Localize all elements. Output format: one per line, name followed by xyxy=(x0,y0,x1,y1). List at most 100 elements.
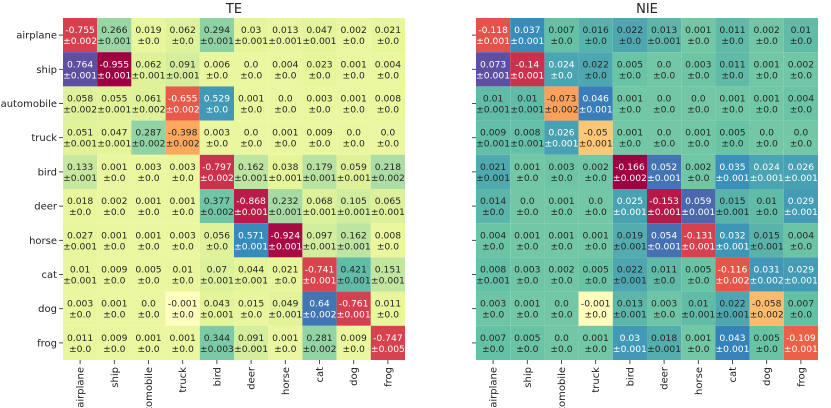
cell-error: ±0.001 xyxy=(681,310,715,321)
heatmap-cell xyxy=(336,325,371,360)
heatmap-cell xyxy=(476,223,511,258)
cell-value: 0.162 xyxy=(238,162,264,173)
cell-value: 0.151 xyxy=(375,265,401,276)
cell-error: ±0.001 xyxy=(371,276,405,287)
cell-value: 0.001 xyxy=(170,196,196,207)
cell-error: ±0.001 xyxy=(268,36,302,47)
cell-error: ±0.0 xyxy=(550,36,572,47)
cell-error: ±0.0 xyxy=(550,344,572,355)
cell-error: ±0.001 xyxy=(715,344,749,355)
heatmap-cell xyxy=(370,18,405,53)
cell-value: 0.571 xyxy=(238,230,264,241)
col-label: bird xyxy=(212,367,223,386)
col-label: deer xyxy=(247,366,258,390)
cell-value: 0.008 xyxy=(514,128,540,139)
cell-value: 0.009 xyxy=(101,333,127,344)
heatmap-cell xyxy=(302,189,337,224)
cell-error: ±0.002 xyxy=(544,105,578,116)
cell-error: ±0.0 xyxy=(274,139,296,150)
cell-error: ±0.002 xyxy=(166,139,200,150)
heatmap-cell xyxy=(165,86,200,121)
heatmap-cell xyxy=(97,189,132,224)
cell-value: 0.002 xyxy=(583,162,609,173)
cell-error: ±0.0 xyxy=(721,105,743,116)
heatmap-cell xyxy=(97,154,132,189)
heatmap-cell xyxy=(234,291,269,326)
cell-value: 0.018 xyxy=(67,196,93,207)
cell-error: ±0.0 xyxy=(550,310,572,321)
cell-error: ±0.0 xyxy=(274,344,296,355)
row-label: automobile xyxy=(1,99,57,110)
heatmap-cell xyxy=(510,52,545,87)
cell-value: 0.004 xyxy=(480,230,506,241)
heatmap-cell xyxy=(63,154,98,189)
cell-error: ±0.001 xyxy=(234,207,268,218)
cell-error: ±0.001 xyxy=(613,310,647,321)
cell-value: 0.007 xyxy=(548,25,574,36)
cell-value: 0.015 xyxy=(754,230,780,241)
cell-error: ±0.0 xyxy=(790,36,812,47)
heatmap-cell xyxy=(783,189,818,224)
cell-error: ±0.0 xyxy=(790,139,812,150)
cell-error: ±0.0 xyxy=(103,173,125,184)
heatmap-cell xyxy=(510,189,545,224)
cell-value: 0.001 xyxy=(101,230,127,241)
heatmap-cell xyxy=(612,257,647,292)
row-label: dog xyxy=(38,304,57,315)
cell-value: 0.001 xyxy=(101,162,127,173)
cell-value: 0.105 xyxy=(341,196,367,207)
cell-value: 0.001 xyxy=(341,59,367,70)
cell-value: 0.006 xyxy=(204,59,230,70)
heatmap-cell xyxy=(578,291,613,326)
cell-value: 0.01 xyxy=(791,25,811,36)
cell-error: ±0.001 xyxy=(268,173,302,184)
cell-error: ±0.001 xyxy=(268,241,302,252)
heatmap-cell xyxy=(199,86,234,121)
cell-error: ±0.001 xyxy=(510,36,544,47)
heatmap-cell xyxy=(715,189,750,224)
cell-value: 0.008 xyxy=(375,94,401,105)
cell-value: -0.868 xyxy=(236,196,266,207)
cell-value: 0.091 xyxy=(170,59,196,70)
cell-value: 0.287 xyxy=(135,128,161,139)
cell-error: ±0.0 xyxy=(103,207,125,218)
heatmap-cell xyxy=(749,52,784,87)
cell-value: 0.038 xyxy=(272,162,298,173)
cell-error: ±0.0 xyxy=(756,105,778,116)
heatmap-cell xyxy=(544,189,579,224)
heatmap-cell xyxy=(199,223,234,258)
cell-error: ±0.0 xyxy=(516,241,538,252)
row-label: deer xyxy=(34,202,58,213)
cell-error: ±0.002 xyxy=(200,207,234,218)
col-label: automobile xyxy=(557,367,568,408)
heatmap-cell xyxy=(302,154,337,189)
heatmap-cell xyxy=(783,154,818,189)
cell-error: ±0.0 xyxy=(721,70,743,81)
cell-error: ±0.001 xyxy=(166,70,200,81)
cell-error: ±0.001 xyxy=(97,139,131,150)
heatmap-cell xyxy=(578,154,613,189)
heatmap-cell xyxy=(268,223,303,258)
cell-error: ±0.001 xyxy=(647,173,681,184)
heatmap-cell xyxy=(302,223,337,258)
cell-value: -0.131 xyxy=(683,230,713,241)
cell-error: ±0.001 xyxy=(371,207,405,218)
heatmap-nie: NIE-0.118±0.0010.037±0.0010.007±0.00.016… xyxy=(472,2,818,408)
col-label: truck xyxy=(178,367,189,393)
cell-error: ±0.0 xyxy=(137,241,159,252)
heatmap-cell xyxy=(131,189,166,224)
cell-error: ±0.001 xyxy=(337,173,371,184)
heatmap-cell xyxy=(131,86,166,121)
heatmap-cell xyxy=(510,120,545,155)
cell-value: 0.011 xyxy=(67,333,93,344)
cell-error: ±0.001 xyxy=(234,276,268,287)
cell-error: ±0.001 xyxy=(234,36,268,47)
cell-value: 0.0 xyxy=(346,128,361,139)
cell-value: -0.14 xyxy=(515,59,539,70)
heatmap-cell xyxy=(647,223,682,258)
row-label: ship xyxy=(36,65,57,76)
cell-error: ±0.001 xyxy=(131,70,165,81)
cell-error: ±0.0 xyxy=(137,276,159,287)
cell-value: -0.001 xyxy=(581,299,611,310)
cell-error: ±0.0 xyxy=(240,70,262,81)
